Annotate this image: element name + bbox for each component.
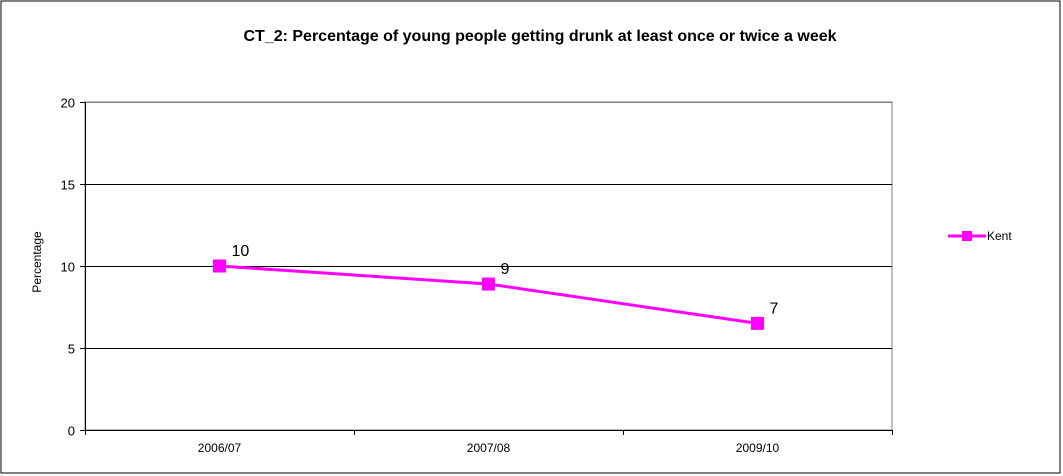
- data-label: 10: [232, 243, 250, 260]
- data-point: [751, 316, 764, 330]
- x-tick-label: 2009/10: [736, 441, 780, 455]
- y-tick-label: 10: [61, 260, 75, 275]
- x-tick-label: 2007/08: [467, 441, 511, 455]
- x-tick-label: 2006/07: [198, 441, 242, 455]
- axes: 0 5 10 15 20 2006/07 2007/08 2009/10: [61, 96, 893, 455]
- y-axis-label: Percentage: [30, 231, 44, 293]
- y-tick-label: 15: [61, 178, 75, 193]
- data-label: 9: [501, 261, 510, 278]
- data-point: [482, 277, 495, 291]
- y-tick-label: 5: [68, 342, 75, 357]
- legend-marker: [962, 231, 972, 241]
- data-point: [213, 259, 226, 273]
- series-kent: 10 9 7: [213, 243, 779, 330]
- y-tick-label: 0: [68, 424, 75, 439]
- legend: Kent: [948, 229, 1012, 243]
- data-label: 7: [770, 300, 779, 317]
- y-tick-label: 20: [61, 96, 75, 111]
- legend-label: Kent: [987, 229, 1012, 243]
- chart-title: CT_2: Percentage of young people getting…: [243, 28, 836, 45]
